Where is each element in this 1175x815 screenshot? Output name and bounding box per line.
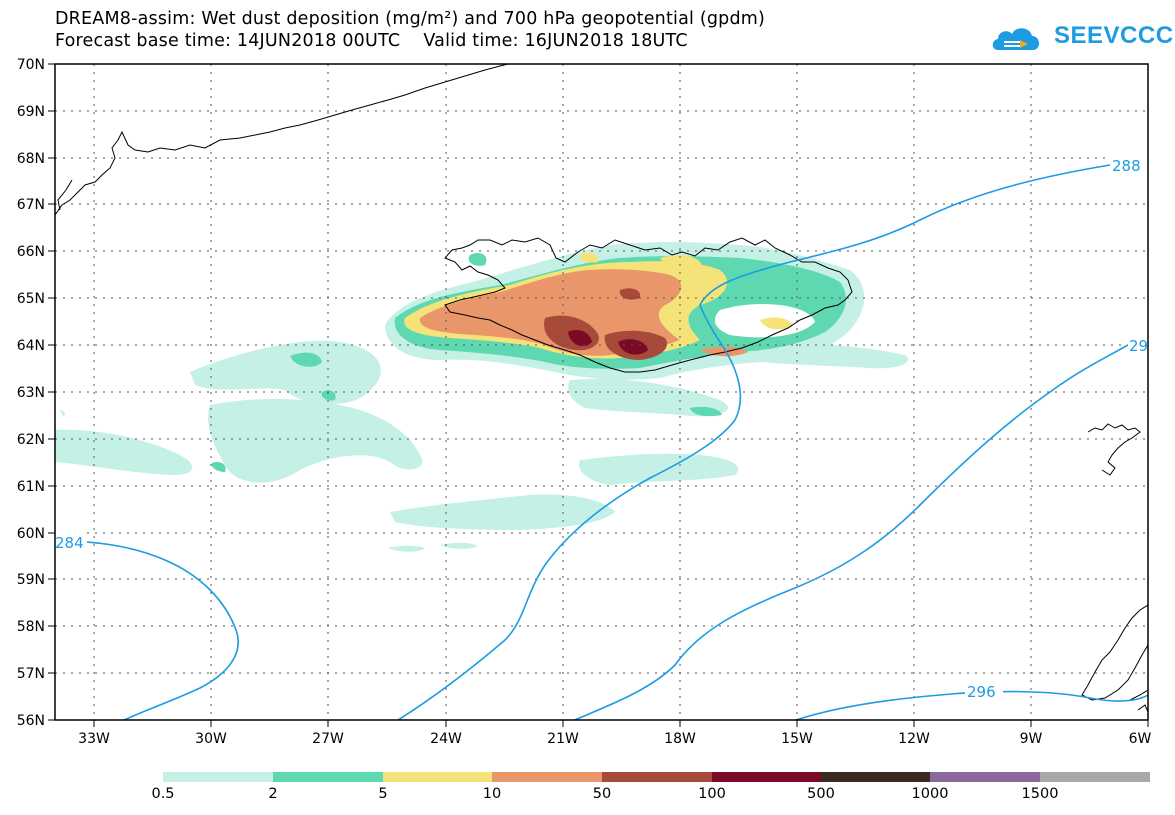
- legend-tick: 2: [268, 786, 278, 802]
- legend-swatch: [492, 772, 602, 782]
- color-legend: [163, 772, 1150, 782]
- legend-swatch: [383, 772, 492, 782]
- seevccc-logo: [992, 28, 1040, 50]
- legend-tick: 0.5: [151, 786, 175, 802]
- latitude-labels: 70N 69N 68N 67N 66N 65N 64N 63N 62N 61N …: [17, 57, 45, 729]
- lat-label: 66N: [17, 244, 45, 260]
- legend-tick: 10: [482, 786, 502, 802]
- lat-label: 61N: [17, 479, 45, 495]
- legend-tick: 100: [698, 786, 726, 802]
- graticule: [55, 64, 1148, 720]
- cloud-icon: [992, 28, 1040, 50]
- lat-label: 59N: [17, 572, 45, 588]
- contour-label-296: 296: [967, 683, 996, 701]
- lat-label: 56N: [17, 713, 45, 729]
- contour-label-29: 29: [1129, 337, 1148, 355]
- legend-swatch: [821, 772, 930, 782]
- lat-label: 65N: [17, 291, 45, 307]
- lon-label: 33W: [78, 731, 110, 747]
- coastlines: [55, 64, 1148, 713]
- legend-tick: 1500: [1021, 786, 1059, 802]
- lat-label: 67N: [17, 197, 45, 213]
- map-title: DREAM8-assim: Wet dust deposition (mg/m²…: [55, 9, 766, 29]
- lat-label: 69N: [17, 104, 45, 120]
- lon-label: 21W: [547, 731, 579, 747]
- logo-text: SEEVCCC: [1054, 22, 1174, 49]
- lon-label: 18W: [664, 731, 696, 747]
- contour-label-284: 284: [55, 534, 84, 552]
- dust-field-darkred: [568, 330, 648, 355]
- lon-label: 30W: [195, 731, 227, 747]
- lat-label: 57N: [17, 666, 45, 682]
- lon-label: 15W: [781, 731, 813, 747]
- legend-tick: 500: [807, 786, 835, 802]
- lon-label: 6W: [1129, 731, 1152, 747]
- lon-label: 9W: [1020, 731, 1043, 747]
- legend-tick: 5: [378, 786, 388, 802]
- legend-swatch: [930, 772, 1040, 782]
- longitude-labels: 33W 30W 27W 24W 21W 18W 15W 12W 9W 6W: [78, 731, 1151, 747]
- legend-tick: 50: [592, 786, 612, 802]
- lat-label: 58N: [17, 619, 45, 635]
- lat-label: 63N: [17, 385, 45, 401]
- legend-swatch: [163, 772, 273, 782]
- lat-label: 68N: [17, 151, 45, 167]
- legend-swatch: [602, 772, 712, 782]
- axis-ticks: [48, 63, 1149, 727]
- legend-tick: 1000: [911, 786, 949, 802]
- lat-label: 62N: [17, 432, 45, 448]
- lat-label: 70N: [17, 57, 45, 73]
- contour-label-bgs: [55, 155, 1148, 701]
- map-subtitle: Forecast base time: 14JUN2018 00UTC Vali…: [55, 31, 688, 51]
- lat-label: 60N: [17, 526, 45, 542]
- lon-label: 12W: [898, 731, 930, 747]
- lon-label: 24W: [430, 731, 462, 747]
- lon-label: 27W: [312, 731, 344, 747]
- contour-label-288: 288: [1112, 157, 1141, 175]
- legend-swatch: [712, 772, 821, 782]
- lat-label: 64N: [17, 338, 45, 354]
- legend-swatch: [1040, 772, 1150, 782]
- legend-swatch: [273, 772, 383, 782]
